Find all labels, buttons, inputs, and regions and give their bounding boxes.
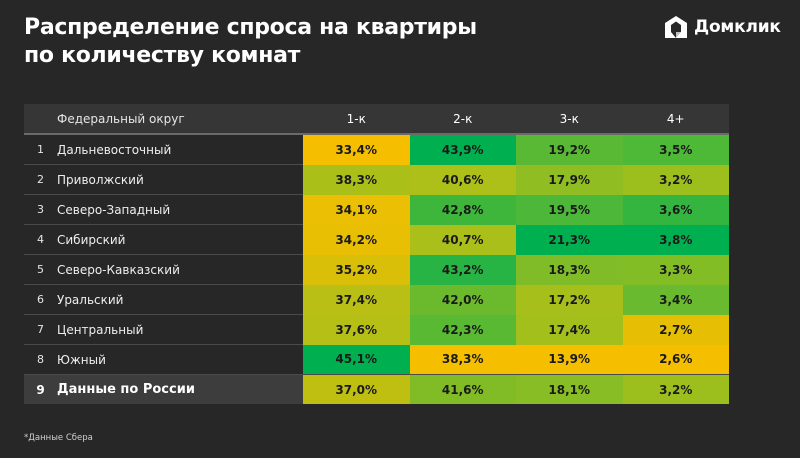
heat-cell: 38,3%	[409, 344, 516, 375]
row-region: Северо-Кавказский	[57, 254, 303, 285]
page-title: Распределение спроса на квартиры по коли…	[24, 14, 477, 70]
domclick-house-icon	[664, 15, 688, 39]
table-header-row: Федеральный округ 1-к 2-к 3-к 4+	[24, 104, 729, 135]
heat-cell-total: 18,1%	[516, 374, 623, 404]
title-line-2: по количеству комнат	[24, 43, 301, 68]
heat-cell: 21,3%	[516, 224, 623, 255]
heat-cell: 2,7%	[622, 314, 729, 345]
header-col-2: 2-к	[409, 104, 516, 135]
heat-cell: 34,2%	[303, 224, 410, 255]
total-number: 9	[24, 374, 57, 404]
logo-text: Домклик	[694, 17, 781, 37]
heat-cell: 17,9%	[516, 164, 623, 195]
header-col-1: 1-к	[303, 104, 410, 135]
heat-cell: 42,8%	[409, 194, 516, 225]
row-region: Уральский	[57, 284, 303, 315]
heat-cell: 2,6%	[622, 344, 729, 375]
row-region: Дальневосточный	[57, 142, 172, 157]
total-label: Данные по России	[57, 374, 303, 404]
row-region: Центральный	[57, 314, 303, 345]
heat-cell-total: 3,2%	[622, 374, 729, 404]
heat-cell: 34,1%	[303, 194, 410, 225]
table-row: 1 Дальневосточный 33,4% 43,9% 19,2% 3,5%	[24, 134, 729, 165]
table-row: 3 Северо-Западный 34,1% 42,8% 19,5% 3,6%	[24, 194, 729, 225]
total-row: 9 Данные по России 37,0% 41,6% 18,1% 3,2…	[24, 374, 729, 404]
heat-cell: 17,2%	[516, 284, 623, 315]
table-row: 6 Уральский 37,4% 42,0% 17,2% 3,4%	[24, 284, 729, 315]
heat-cell: 3,3%	[622, 254, 729, 285]
footnote: *Данные Сбера	[24, 433, 93, 443]
row-number: 4	[24, 224, 57, 255]
heat-cell: 37,6%	[303, 314, 410, 345]
heatmap-table: Федеральный округ 1-к 2-к 3-к 4+ 1 Дальн…	[24, 104, 729, 404]
domclick-logo: Домклик	[664, 15, 781, 39]
heat-cell: 35,2%	[303, 254, 410, 285]
row-number: 8	[24, 344, 57, 375]
row-number: 6	[24, 284, 57, 315]
table-row: 4 Сибирский 34,2% 40,7% 21,3% 3,8%	[24, 224, 729, 255]
heat-cell: 33,4%	[303, 134, 410, 165]
heat-cell: 37,4%	[303, 284, 410, 315]
heat-cell: 42,3%	[409, 314, 516, 345]
row-region: Сибирский	[57, 224, 303, 255]
heat-cell-total: 37,0%	[303, 374, 410, 404]
header-num	[24, 104, 57, 135]
heat-cell: 3,5%	[622, 134, 729, 165]
header-col-4: 4+	[622, 104, 729, 135]
heat-cell: 19,2%	[516, 134, 623, 165]
heat-cell: 18,3%	[516, 254, 623, 285]
table-row: 7 Центральный 37,6% 42,3% 17,4% 2,7%	[24, 314, 729, 345]
row-region: Северо-Западный	[57, 194, 303, 225]
row-region: Южный	[57, 344, 303, 375]
heat-cell: 42,0%	[409, 284, 516, 315]
heat-cell: 13,9%	[516, 344, 623, 375]
heat-cell: 3,8%	[622, 224, 729, 255]
heat-cell: 40,7%	[409, 224, 516, 255]
heat-cell: 17,4%	[516, 314, 623, 345]
title-line-1: Распределение спроса на квартиры	[24, 15, 477, 40]
heat-cell: 3,6%	[622, 194, 729, 225]
heat-cell: 43,2%	[409, 254, 516, 285]
table-row: 2 Приволжский 38,3% 40,6% 17,9% 3,2%	[24, 164, 729, 195]
row-region: Приволжский	[57, 164, 303, 195]
heat-cell: 38,3%	[303, 164, 410, 195]
heat-cell-total: 41,6%	[409, 374, 516, 404]
table-row: 5 Северо-Кавказский 35,2% 43,2% 18,3% 3,…	[24, 254, 729, 285]
heat-cell: 3,2%	[622, 164, 729, 195]
heat-cell: 19,5%	[516, 194, 623, 225]
header-region: Федеральный округ	[57, 104, 303, 135]
row-number: 7	[24, 314, 57, 345]
row-number: 2	[24, 164, 57, 195]
header-col-3: 3-к	[516, 104, 623, 135]
row-number: 1	[37, 143, 44, 156]
heat-cell: 43,9%	[409, 134, 516, 165]
heat-cell: 45,1%	[303, 344, 410, 375]
heat-cell: 40,6%	[409, 164, 516, 195]
row-number: 5	[24, 254, 57, 285]
heat-cell: 3,4%	[622, 284, 729, 315]
table-row: 8 Южный 45,1% 38,3% 13,9% 2,6%	[24, 344, 729, 375]
row-number: 3	[24, 194, 57, 225]
